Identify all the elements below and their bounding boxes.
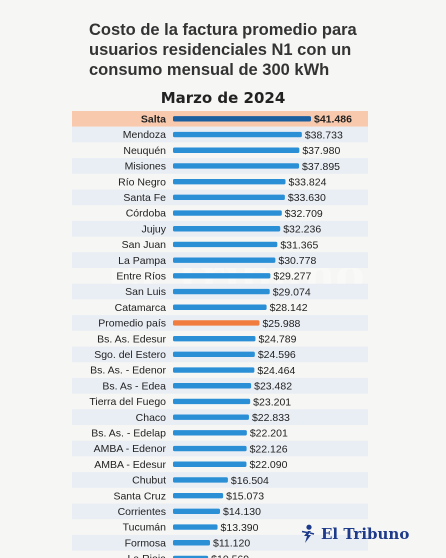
value-label: $31.365	[280, 239, 318, 251]
category-label: Sgo. del Estero	[94, 349, 166, 361]
category-label: Bs. As. - Edelap	[91, 427, 166, 439]
bar	[173, 492, 224, 499]
category-label: Bs. As - Edea	[102, 380, 166, 392]
value-label: $38.733	[305, 129, 343, 141]
category-label: Mendoza	[123, 129, 166, 141]
category-label: AMBA - Edenor	[94, 443, 167, 455]
chart-subtitle: Marzo de 2024	[160, 89, 286, 107]
category-label: Promedio país	[98, 318, 166, 330]
title-line-2: usuarios residenciales N1 con un	[89, 41, 352, 59]
value-label: $41.486	[314, 114, 352, 126]
bar	[173, 508, 221, 515]
category-label: Misiones	[125, 161, 166, 173]
category-label: Catamarca	[115, 302, 167, 314]
category-label: Entre Ríos	[116, 270, 166, 282]
value-label: $24.789	[258, 333, 296, 345]
value-label: $16.504	[231, 475, 269, 487]
bar	[173, 194, 285, 201]
category-label: Bs. As. Edesur	[97, 333, 166, 345]
value-label: $29.277	[273, 271, 311, 283]
bar	[173, 273, 271, 279]
row-stripe	[72, 534, 368, 551]
value-label: $30.778	[278, 255, 316, 267]
value-label: $23.482	[254, 381, 292, 393]
category-label: Corrientes	[118, 506, 166, 518]
bar	[173, 414, 249, 420]
category-label: Tucumán	[123, 522, 167, 534]
value-label: $24.464	[257, 365, 295, 377]
bar	[173, 241, 278, 248]
bar	[173, 288, 270, 295]
value-label: $37.980	[302, 145, 340, 157]
value-label: $11.120	[213, 538, 250, 550]
bar	[173, 430, 247, 436]
bar	[173, 524, 218, 530]
value-label: $22.201	[250, 428, 288, 440]
category-label: Neuquén	[123, 145, 166, 157]
bar	[173, 178, 286, 185]
category-label: Chubut	[132, 475, 166, 487]
category-label: San Juan	[122, 239, 167, 251]
bar	[173, 163, 300, 169]
category-label: Santa Fe	[123, 192, 166, 204]
value-label: $22.833	[252, 412, 290, 424]
bar	[173, 320, 260, 326]
bar	[173, 555, 209, 558]
category-label: Jujuy	[141, 223, 166, 235]
bar	[173, 351, 255, 358]
value-label: $25.988	[262, 318, 300, 330]
runner-icon	[301, 524, 315, 543]
value-label: $37.895	[302, 161, 340, 173]
value-label: $33.824	[289, 176, 327, 188]
value-label: $15.073	[226, 490, 264, 502]
value-label: $22.126	[250, 443, 288, 455]
category-label: Chaco	[136, 412, 167, 424]
title-line-3: consumo mensual de 300 kWh	[89, 61, 330, 79]
value-label: $33.630	[288, 192, 326, 204]
value-label: $10.569	[211, 553, 249, 558]
bar	[173, 304, 267, 310]
category-label: San Luis	[125, 286, 166, 298]
bar	[173, 367, 255, 373]
bar	[173, 226, 281, 232]
brand-logo: El Tribuno	[300, 524, 409, 544]
category-label: Bs. As. - Edenor	[90, 365, 166, 377]
category-label: La Pampa	[118, 255, 166, 267]
category-label: Córdoba	[126, 208, 166, 220]
bar	[173, 210, 282, 216]
bar	[173, 383, 252, 389]
bar	[173, 540, 210, 546]
bar	[173, 445, 247, 452]
category-label: Santa Cruz	[113, 490, 166, 502]
category-label: Formosa	[125, 537, 167, 549]
value-label: $22.090	[249, 459, 287, 471]
value-label: $32.709	[285, 208, 323, 220]
bar	[173, 477, 228, 483]
bar	[173, 116, 311, 122]
bar	[173, 257, 276, 263]
category-label: Río Negro	[118, 176, 166, 188]
value-label: $32.236	[283, 224, 321, 236]
value-label: $13.390	[221, 522, 259, 534]
chart-title: Costo de la factura promedio para usuari…	[89, 20, 429, 80]
category-label: AMBA - Edesur	[94, 459, 166, 471]
bar	[173, 398, 251, 405]
value-label: $14.130	[223, 506, 261, 518]
value-label: $24.596	[258, 349, 296, 361]
brand-name: El Tribuno	[321, 525, 410, 543]
bar	[173, 461, 247, 467]
category-label: La Rioja	[127, 553, 166, 558]
bar	[173, 335, 256, 342]
value-label: $28.142	[270, 302, 308, 314]
title-line-1: Costo de la factura promedio para	[89, 21, 357, 39]
bar	[173, 147, 300, 153]
category-label: Salta	[141, 113, 166, 125]
value-label: $23.201	[253, 396, 291, 408]
bar	[173, 131, 302, 138]
category-label: Tierra del Fuego	[89, 396, 166, 408]
value-label: $29.074	[273, 286, 311, 298]
